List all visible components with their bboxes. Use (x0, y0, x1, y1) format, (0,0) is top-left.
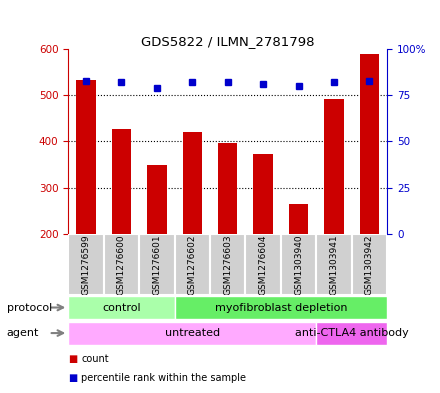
Text: ■: ■ (68, 354, 77, 364)
FancyBboxPatch shape (246, 234, 281, 295)
Text: GSM1276603: GSM1276603 (223, 234, 232, 295)
Bar (183, 132, 202, 234)
FancyBboxPatch shape (316, 321, 387, 345)
Text: agent: agent (7, 328, 39, 338)
Bar (218, 143, 238, 234)
Text: ■: ■ (68, 373, 77, 383)
Text: GSM1276604: GSM1276604 (259, 234, 268, 294)
Text: GSM1303941: GSM1303941 (330, 234, 338, 295)
Text: myofibroblast depletion: myofibroblast depletion (215, 303, 347, 312)
Bar (112, 129, 131, 234)
Bar (76, 80, 95, 234)
Bar (360, 54, 379, 234)
FancyBboxPatch shape (316, 234, 352, 295)
Bar (289, 204, 308, 234)
Bar (147, 165, 167, 234)
Bar (324, 99, 344, 234)
FancyBboxPatch shape (68, 321, 316, 345)
Text: control: control (102, 303, 141, 312)
Text: percentile rank within the sample: percentile rank within the sample (81, 373, 246, 383)
FancyBboxPatch shape (68, 234, 104, 295)
FancyBboxPatch shape (139, 234, 175, 295)
Text: GSM1303942: GSM1303942 (365, 234, 374, 294)
Text: GSM1276601: GSM1276601 (152, 234, 161, 295)
Text: GSM1303940: GSM1303940 (294, 234, 303, 295)
FancyBboxPatch shape (104, 234, 139, 295)
FancyBboxPatch shape (210, 234, 246, 295)
Text: count: count (81, 354, 109, 364)
Bar (253, 154, 273, 234)
Title: GDS5822 / ILMN_2781798: GDS5822 / ILMN_2781798 (141, 35, 315, 48)
FancyBboxPatch shape (175, 296, 387, 319)
FancyBboxPatch shape (175, 234, 210, 295)
Text: protocol: protocol (7, 303, 52, 312)
Text: GSM1276602: GSM1276602 (188, 234, 197, 294)
Text: GSM1276600: GSM1276600 (117, 234, 126, 295)
FancyBboxPatch shape (352, 234, 387, 295)
Text: anti-CTLA4 antibody: anti-CTLA4 antibody (295, 328, 409, 338)
Text: untreated: untreated (165, 328, 220, 338)
Text: GSM1276599: GSM1276599 (81, 234, 91, 295)
FancyBboxPatch shape (281, 234, 316, 295)
FancyBboxPatch shape (68, 296, 175, 319)
